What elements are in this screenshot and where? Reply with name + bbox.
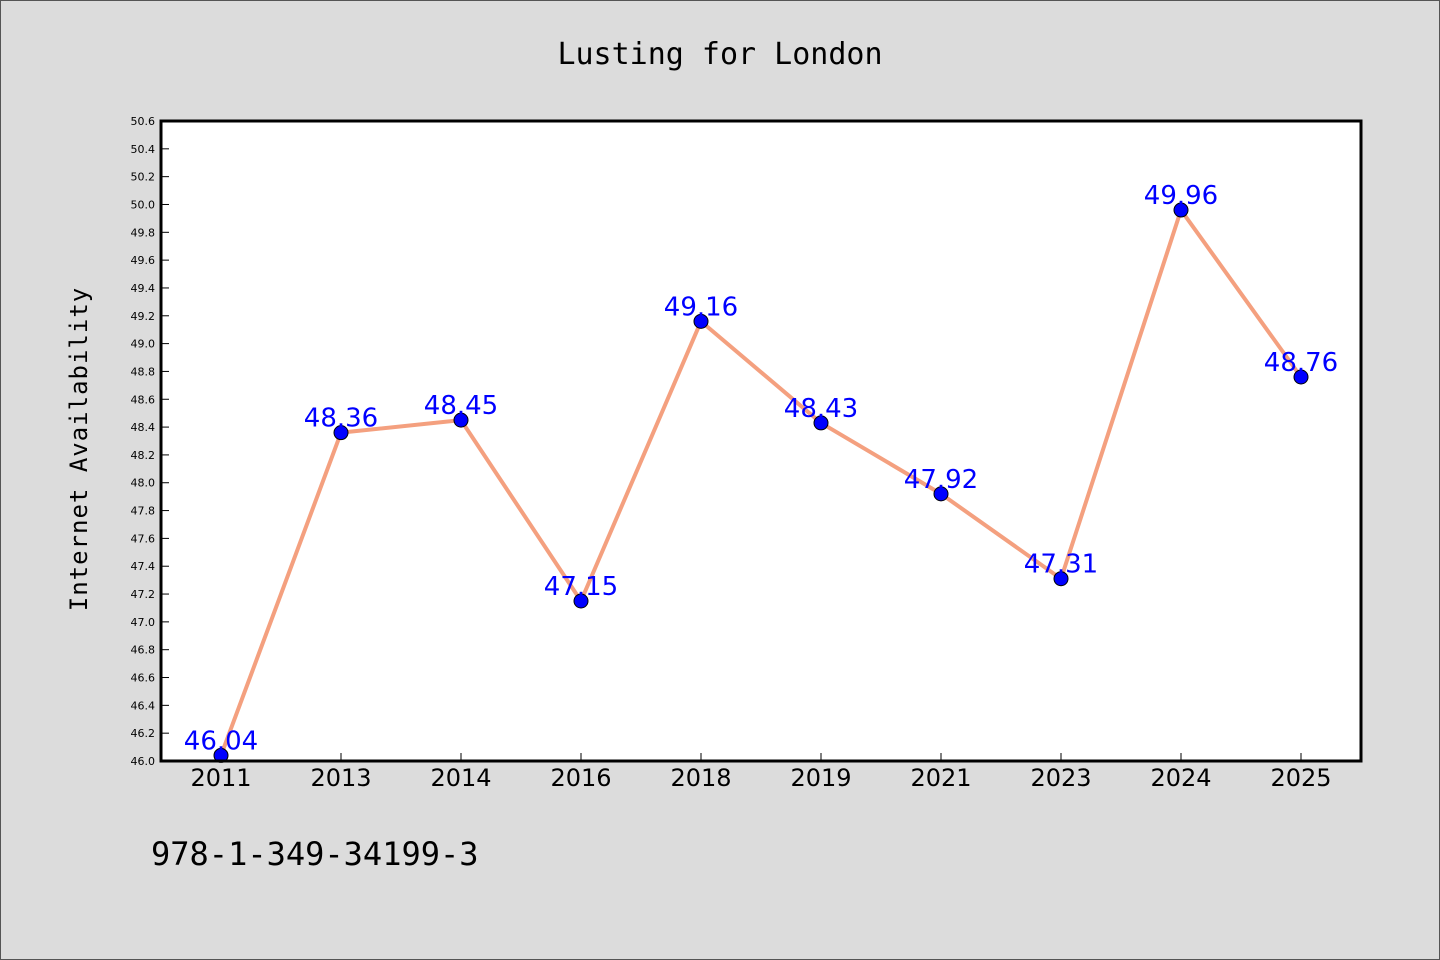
x-tick-label: 2011 [190,764,251,792]
y-tick-label: 49.0 [131,338,156,351]
y-tick-label: 46.0 [131,755,156,768]
y-tick-label: 48.8 [131,365,156,378]
y-tick-label: 49.8 [131,226,156,239]
y-tick-label: 49.6 [131,254,156,267]
y-tick-label: 48.2 [131,449,156,462]
y-tick-label: 49.2 [131,310,156,323]
data-label: 48.45 [424,391,498,421]
y-tick-label: 47.0 [131,616,156,629]
plot-frame [159,119,1363,763]
data-label: 49.96 [1144,181,1218,211]
x-axis: 2011 2013 2014 2016 2018 2019 2021 2023 2024 2025 [190,753,1332,792]
y-axis: 46.0 46.2 46.4 46.6 46.8 47.0 47.2 47.4 47.6 47.8… [131,115,169,768]
y-tick-label: 46.4 [131,699,156,712]
y-axis-label: Internet Availability [65,287,93,611]
data-label: 49.16 [664,292,738,322]
x-tick-label: 2016 [550,764,611,792]
data-point-marker [453,412,469,428]
y-tick-label: 47.4 [131,560,156,573]
y-tick-label: 47.8 [131,505,156,518]
data-point-marker [1293,369,1309,385]
y-tick-label: 46.6 [131,672,156,685]
y-tick-label: 50.6 [131,115,156,128]
y-tick-label: 48.6 [131,393,156,406]
data-label: 48.76 [1264,348,1338,378]
y-tick-label: 46.2 [131,727,156,740]
y-tick-label: 50.2 [131,171,156,184]
x-tick-label: 2024 [1150,764,1211,792]
x-tick-label: 2019 [790,764,851,792]
footer-isbn: 978-1-349-34199-3 [151,835,479,873]
y-tick-label: 48.0 [131,477,156,490]
y-tick-label: 46.8 [131,644,156,657]
data-point-marker [1053,571,1069,587]
data-label: 47.92 [904,465,978,495]
x-tick-label: 2018 [670,764,731,792]
data-point-marker [1173,202,1189,218]
chart-title: Lusting for London [557,37,882,72]
data-point-marker [573,593,589,609]
series-line-layer [219,208,1303,757]
data-point-marker [933,486,949,502]
data-point-marker [333,425,349,441]
x-tick-label: 2021 [910,764,971,792]
data-label: 47.15 [544,572,618,602]
series-marker-layer [213,202,1309,763]
data-label: 48.36 [304,404,378,434]
x-tick-label: 2014 [430,764,491,792]
data-label: 46.04 [184,726,258,756]
series-line [219,208,1303,757]
data-label: 47.31 [1024,550,1098,580]
y-tick-label: 47.6 [131,532,156,545]
data-point-marker [813,415,829,431]
data-label-layer: 46.04 48.36 48.45 47.15 49.16 48.43 47.92 47.31… [184,181,1338,756]
y-tick-label: 49.4 [131,282,156,295]
y-tick-label: 47.2 [131,588,156,601]
x-tick-label: 2025 [1270,764,1331,792]
y-tick-label: 50.0 [131,198,156,211]
data-label: 48.43 [784,394,858,424]
y-tick-label: 48.4 [131,421,156,434]
x-tick-label: 2013 [310,764,371,792]
y-tick-label: 50.4 [131,143,156,156]
plot-area [161,121,1361,761]
data-point-marker [693,313,709,329]
x-tick-label: 2023 [1030,764,1091,792]
